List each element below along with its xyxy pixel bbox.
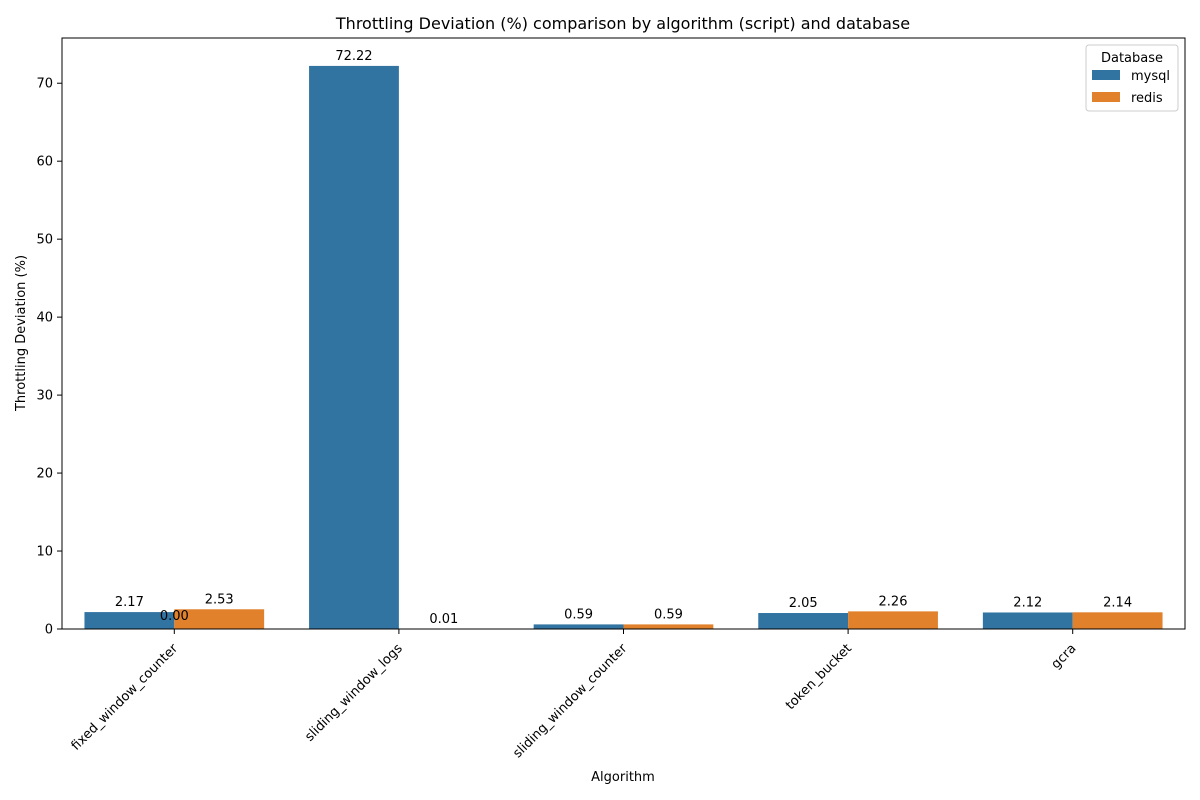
bar-label-redis-fixed_window_counter: 2.53 xyxy=(205,592,234,607)
plot-frame xyxy=(61,37,1186,630)
bar-mysql-token_bucket xyxy=(758,613,849,629)
x-tick-label: fixed_window_counter xyxy=(69,641,182,754)
bar-label-mysql-sliding_window_logs: 72.22 xyxy=(335,49,372,64)
legend-title: Database xyxy=(1101,51,1163,66)
legend-label-redis: redis xyxy=(1131,91,1163,106)
legend-swatch-redis xyxy=(1092,92,1120,102)
x-tick-label: sliding_window_logs xyxy=(302,641,406,745)
bar-label-redis-sliding_window_logs: 0.01 xyxy=(429,612,458,627)
plot-area: 2.17 72.22 0.59 2.05 2.12 2.53 0.01 0.59 2.26 2.1… xyxy=(36,37,1186,761)
bar-redis-gcra xyxy=(1072,612,1163,629)
bar-label-extra: 0.00 xyxy=(160,609,189,624)
bar-redis-token_bucket xyxy=(848,611,938,629)
bar-label-mysql-gcra: 2.12 xyxy=(1013,595,1042,610)
bar-redis-fixed_window_counter xyxy=(174,609,265,629)
y-tick-label: 20 xyxy=(36,467,53,482)
x-tick-label: token_bucket xyxy=(783,641,855,713)
bar-label-redis-sliding_window_counter: 0.59 xyxy=(654,607,683,622)
y-tick-label: 10 xyxy=(36,545,53,560)
y-tick-label: 30 xyxy=(36,389,53,404)
bar-mysql-sliding_window_counter xyxy=(533,624,624,629)
bar-redis-sliding_window_counter xyxy=(623,624,714,629)
bar-mysql-gcra xyxy=(982,612,1073,629)
bar-mysql-fixed_window_counter xyxy=(84,612,175,629)
y-tick-label: 70 xyxy=(36,77,53,92)
bar-label-mysql-token_bucket: 2.05 xyxy=(789,596,818,611)
x-axis-title: Algorithm xyxy=(591,770,655,785)
y-tick-label: 60 xyxy=(36,155,53,170)
y-axis-title: Throttling Deviation (%) xyxy=(14,255,29,412)
x-tick-label: sliding_window_counter xyxy=(510,641,630,761)
legend: Database mysql redis xyxy=(1085,44,1179,112)
x-tick-label: gcra xyxy=(1049,641,1080,672)
y-tick-label: 40 xyxy=(36,311,53,326)
bar-label-mysql-sliding_window_counter: 0.59 xyxy=(564,607,593,622)
bar-label-redis-token_bucket: 2.26 xyxy=(879,594,908,609)
y-tick-label: 0 xyxy=(45,623,53,638)
legend-label-mysql: mysql xyxy=(1131,69,1170,84)
y-tick-label: 50 xyxy=(36,233,53,248)
bar-mysql-sliding_window_logs xyxy=(309,65,399,630)
legend-swatch-mysql xyxy=(1092,70,1120,80)
chart-title: Throttling Deviation (%) comparison by a… xyxy=(335,14,910,33)
bar-label-redis-gcra: 2.14 xyxy=(1103,595,1132,610)
bar-label-mysql-fixed_window_counter: 2.17 xyxy=(115,595,144,610)
